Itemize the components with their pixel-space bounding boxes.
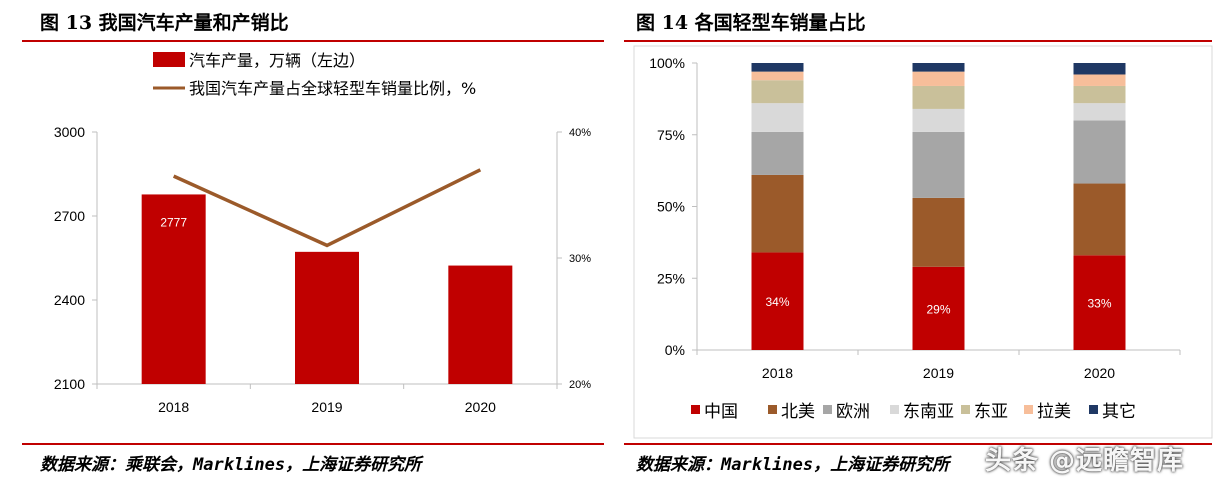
left-y-tick-label: 2700 xyxy=(54,208,85,224)
watermark: 头条 @远瞻智库 xyxy=(985,446,1185,476)
segment-拉美-2018 xyxy=(751,71,804,81)
legend-label: 其它 xyxy=(1102,402,1136,422)
bar-2019 xyxy=(295,251,359,384)
left-y-tick-label: 3000 xyxy=(54,124,85,140)
segment-欧洲-2018 xyxy=(751,131,804,175)
segment-欧洲-2020 xyxy=(1073,120,1126,184)
china-share-label: 33% xyxy=(1087,297,1111,311)
legend-bar-swatch xyxy=(153,52,185,67)
legend-bar-label: 汽车产量，万辆（左边） xyxy=(189,51,365,70)
segment-北美-2019 xyxy=(912,197,965,267)
production-chart: 汽车产量，万辆（左边） 我国汽车产量占全球轻型车销量比例，% 2100 2400 270… xyxy=(54,51,591,415)
x-tick-label: 2018 xyxy=(762,365,793,381)
left-figure-title: 图 13 我国汽车产量和产销比 xyxy=(40,12,289,34)
segment-欧洲-2019 xyxy=(912,131,965,198)
x-tick-label: 2019 xyxy=(311,399,342,415)
segment-北美-2020 xyxy=(1073,183,1126,256)
segment-拉美-2019 xyxy=(912,71,965,86)
left-bottom-rule xyxy=(22,443,604,445)
legend-swatch-欧洲 xyxy=(823,405,832,414)
segment-其它-2020 xyxy=(1073,63,1126,75)
legend-line-label: 我国汽车产量占全球轻型车销量比例，% xyxy=(189,79,476,98)
share-chart: 0% 25% 50% 75% 100% 34% 2018 29% 2019 33% 2020 中国 北美… xyxy=(633,45,1213,439)
legend-swatch-东亚 xyxy=(961,405,970,414)
y-tick-label: 75% xyxy=(657,127,685,143)
left-source-note: 数据来源：乘联会，Marklines，上海证券研究所 xyxy=(40,455,422,475)
x-tick-label: 2019 xyxy=(923,365,954,381)
legend-swatch-北美 xyxy=(768,405,777,414)
right-y-tick-label: 20% xyxy=(569,379,591,391)
china-share-label: 29% xyxy=(926,302,950,316)
y-tick-label: 0% xyxy=(665,342,685,358)
right-title-rule xyxy=(624,40,1212,42)
segment-中国-2018 xyxy=(751,252,804,350)
legend-label: 欧洲 xyxy=(836,402,870,422)
right-y-tick-label: 30% xyxy=(569,253,591,265)
share-line xyxy=(172,168,482,248)
x-tick-label: 2018 xyxy=(158,399,189,415)
legend-label: 东南亚 xyxy=(903,402,954,422)
y-tick-label: 25% xyxy=(657,270,685,286)
left-title-rule xyxy=(22,40,604,42)
left-y-tick-label: 2100 xyxy=(54,376,85,392)
segment-中国-2020 xyxy=(1073,255,1126,350)
x-tick-label: 2020 xyxy=(1084,365,1115,381)
segment-东亚-2018 xyxy=(751,80,804,104)
legend-swatch-东南亚 xyxy=(890,405,899,414)
left-y-tick-label: 2400 xyxy=(54,292,85,308)
segment-其它-2019 xyxy=(912,63,965,72)
legend-label: 中国 xyxy=(704,402,738,422)
legend-label: 北美 xyxy=(781,402,815,422)
bar-value-label: 2777 xyxy=(160,215,187,229)
bar-2020 xyxy=(448,265,513,384)
legend-swatch-中国 xyxy=(691,405,700,414)
segment-东亚-2019 xyxy=(912,85,965,109)
right-figure-title: 图 14 各国轻型车销量占比 xyxy=(636,12,866,34)
y-tick-label: 100% xyxy=(649,55,685,71)
legend-label: 东亚 xyxy=(974,402,1008,422)
x-tick-label: 2020 xyxy=(465,399,496,415)
segment-拉美-2020 xyxy=(1073,74,1126,86)
segment-其它-2018 xyxy=(751,63,804,72)
legend-swatch-拉美 xyxy=(1024,405,1033,414)
y-tick-label: 50% xyxy=(657,199,685,215)
legend-label: 拉美 xyxy=(1037,402,1071,422)
segment-东南亚-2018 xyxy=(751,103,804,132)
bar-2018 xyxy=(141,194,206,384)
segment-东南亚-2020 xyxy=(1073,103,1126,121)
segment-东亚-2020 xyxy=(1073,85,1126,104)
right-source-note: 数据来源：Marklines，上海证券研究所 xyxy=(636,455,950,475)
segment-东南亚-2019 xyxy=(912,108,965,132)
segment-北美-2018 xyxy=(751,174,804,253)
china-share-label: 34% xyxy=(765,295,789,309)
right-bottom-rule xyxy=(624,443,1212,445)
segment-中国-2019 xyxy=(912,266,965,350)
right-y-tick-label: 40% xyxy=(569,127,591,139)
legend-swatch-其它 xyxy=(1089,405,1098,414)
